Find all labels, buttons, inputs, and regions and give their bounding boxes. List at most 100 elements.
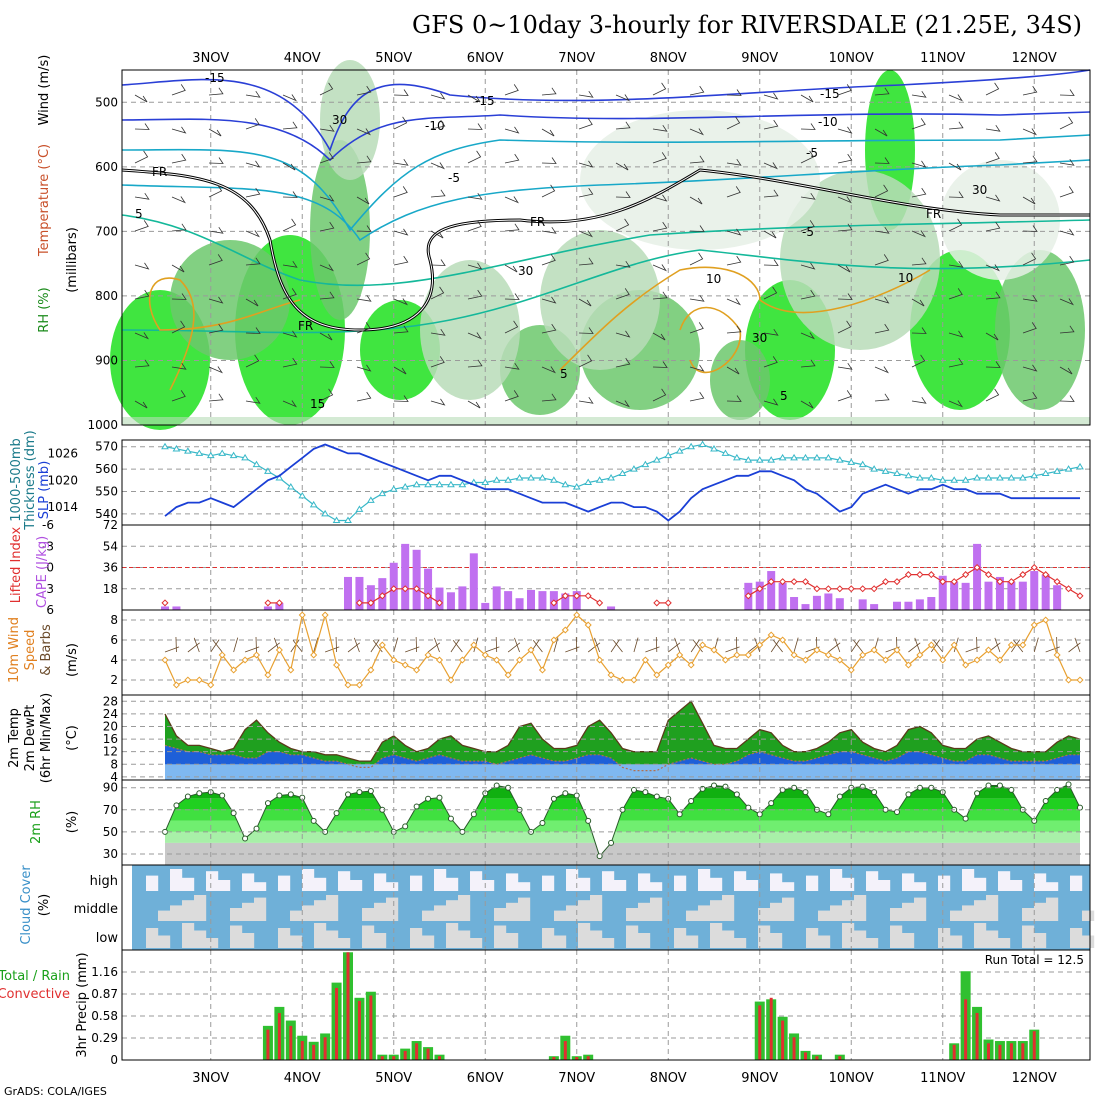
wind-marker	[264, 671, 272, 679]
wind-barb	[208, 254, 223, 266]
contour-label: 10	[706, 272, 721, 286]
wind-barb	[319, 221, 335, 232]
wind-barb	[245, 160, 261, 168]
wind-barb	[837, 196, 852, 204]
thickness-marker	[664, 451, 673, 459]
lifted-marker	[847, 585, 855, 593]
thickness-marker	[572, 483, 581, 490]
rh-marker	[722, 783, 729, 790]
cloud-cell	[722, 930, 735, 948]
upper-y-tick: 1000	[87, 418, 118, 432]
rh-band	[165, 820, 1080, 832]
wind-marker	[493, 656, 501, 664]
cape-bar	[1053, 585, 1062, 610]
precip-conv-bar	[335, 987, 339, 1060]
cloud-cell	[290, 910, 303, 921]
rh-marker	[1042, 797, 1049, 804]
cloud-cell	[350, 880, 363, 891]
precip-conv-bar	[357, 1000, 361, 1060]
temp-tick: 24	[103, 707, 118, 721]
precip-conv-bar	[403, 1050, 407, 1060]
cloud-cell	[674, 928, 687, 948]
cloud-cell	[914, 897, 927, 921]
wind-barb	[504, 84, 519, 96]
rh-band	[165, 809, 1080, 821]
slp-line	[164, 443, 1080, 522]
wind-marker	[904, 661, 912, 669]
cloud-cell	[338, 871, 351, 891]
cloud-cell	[998, 871, 1011, 891]
wind-marker	[344, 681, 352, 689]
surface-barb	[834, 637, 841, 653]
wind-barb	[615, 191, 631, 198]
panel-label-upper: Temperature (°C)	[37, 144, 52, 257]
wind-barb	[615, 260, 631, 268]
lifted-line	[747, 566, 1081, 597]
wind-frame	[121, 609, 1091, 696]
wind-barb	[319, 361, 335, 368]
cloud-cell	[338, 938, 351, 948]
cloud-cell	[818, 910, 831, 921]
cloud-cell	[806, 875, 819, 891]
thickness-marker	[504, 476, 513, 483]
surface-barb	[495, 636, 498, 653]
surface-barb	[290, 639, 300, 653]
wind-marker	[687, 661, 695, 669]
rh-marker	[219, 792, 226, 799]
rh2m-panel: 30 50 70 90	[103, 779, 1091, 866]
wind-marker	[653, 671, 661, 679]
wind-marker	[207, 681, 215, 689]
cloud-cell	[578, 923, 591, 948]
thickness-tick: 560	[95, 462, 118, 476]
wind-marker	[710, 646, 718, 654]
cloud-cell	[542, 875, 555, 891]
wind-barb	[208, 323, 224, 334]
lifted-marker	[664, 599, 672, 607]
thickness-marker	[344, 516, 352, 524]
precip-conv-bar	[369, 995, 373, 1060]
surface-barb	[853, 639, 864, 653]
wind-barb	[282, 330, 298, 338]
surface-barb	[313, 637, 319, 653]
wind-barb	[689, 128, 704, 136]
thickness-marker	[241, 453, 249, 461]
wind-barb	[726, 366, 740, 375]
precip-tick: 0.29	[91, 1031, 118, 1045]
cape-bar	[366, 585, 375, 610]
thickness-marker	[264, 467, 272, 474]
wind-barb	[541, 128, 555, 137]
lifted-marker	[779, 578, 787, 586]
precip-conv-bar	[998, 1044, 1002, 1060]
wind-marker	[756, 641, 764, 649]
wind-barb	[208, 87, 224, 96]
cloud-cell	[242, 873, 255, 891]
lifted-marker	[367, 599, 375, 607]
rh-band	[165, 831, 1080, 843]
cloud-cell	[986, 930, 999, 948]
wind-barb	[763, 286, 778, 300]
cloud-cell	[242, 933, 255, 948]
wind-marker	[973, 656, 981, 664]
wind-marker	[1065, 676, 1073, 684]
wind-marker	[721, 656, 729, 664]
wind-marker	[641, 656, 649, 664]
thickness-marker	[161, 442, 169, 450]
wind-barb	[652, 124, 668, 132]
wind-barb	[615, 357, 631, 368]
cloud-cell	[710, 923, 723, 948]
panel-label-precip: 3hr Precip (mm)	[75, 952, 90, 1057]
wind-barb	[467, 150, 482, 164]
date-label-top: 12NOV	[1012, 51, 1057, 66]
rh-marker	[1065, 781, 1072, 788]
cloud-cell	[182, 900, 195, 921]
surface-barb	[393, 637, 399, 653]
upper-y-tick: 900	[95, 353, 118, 367]
rh-area	[420, 260, 520, 400]
wind-barb	[171, 390, 186, 402]
wind-marker	[287, 666, 295, 674]
wind-marker	[1053, 651, 1061, 659]
thickness-marker	[1064, 465, 1073, 472]
credit-label: GrADS: COLA/IGES	[4, 1085, 107, 1098]
temp-line	[164, 700, 1081, 762]
wind-barb	[356, 128, 371, 136]
